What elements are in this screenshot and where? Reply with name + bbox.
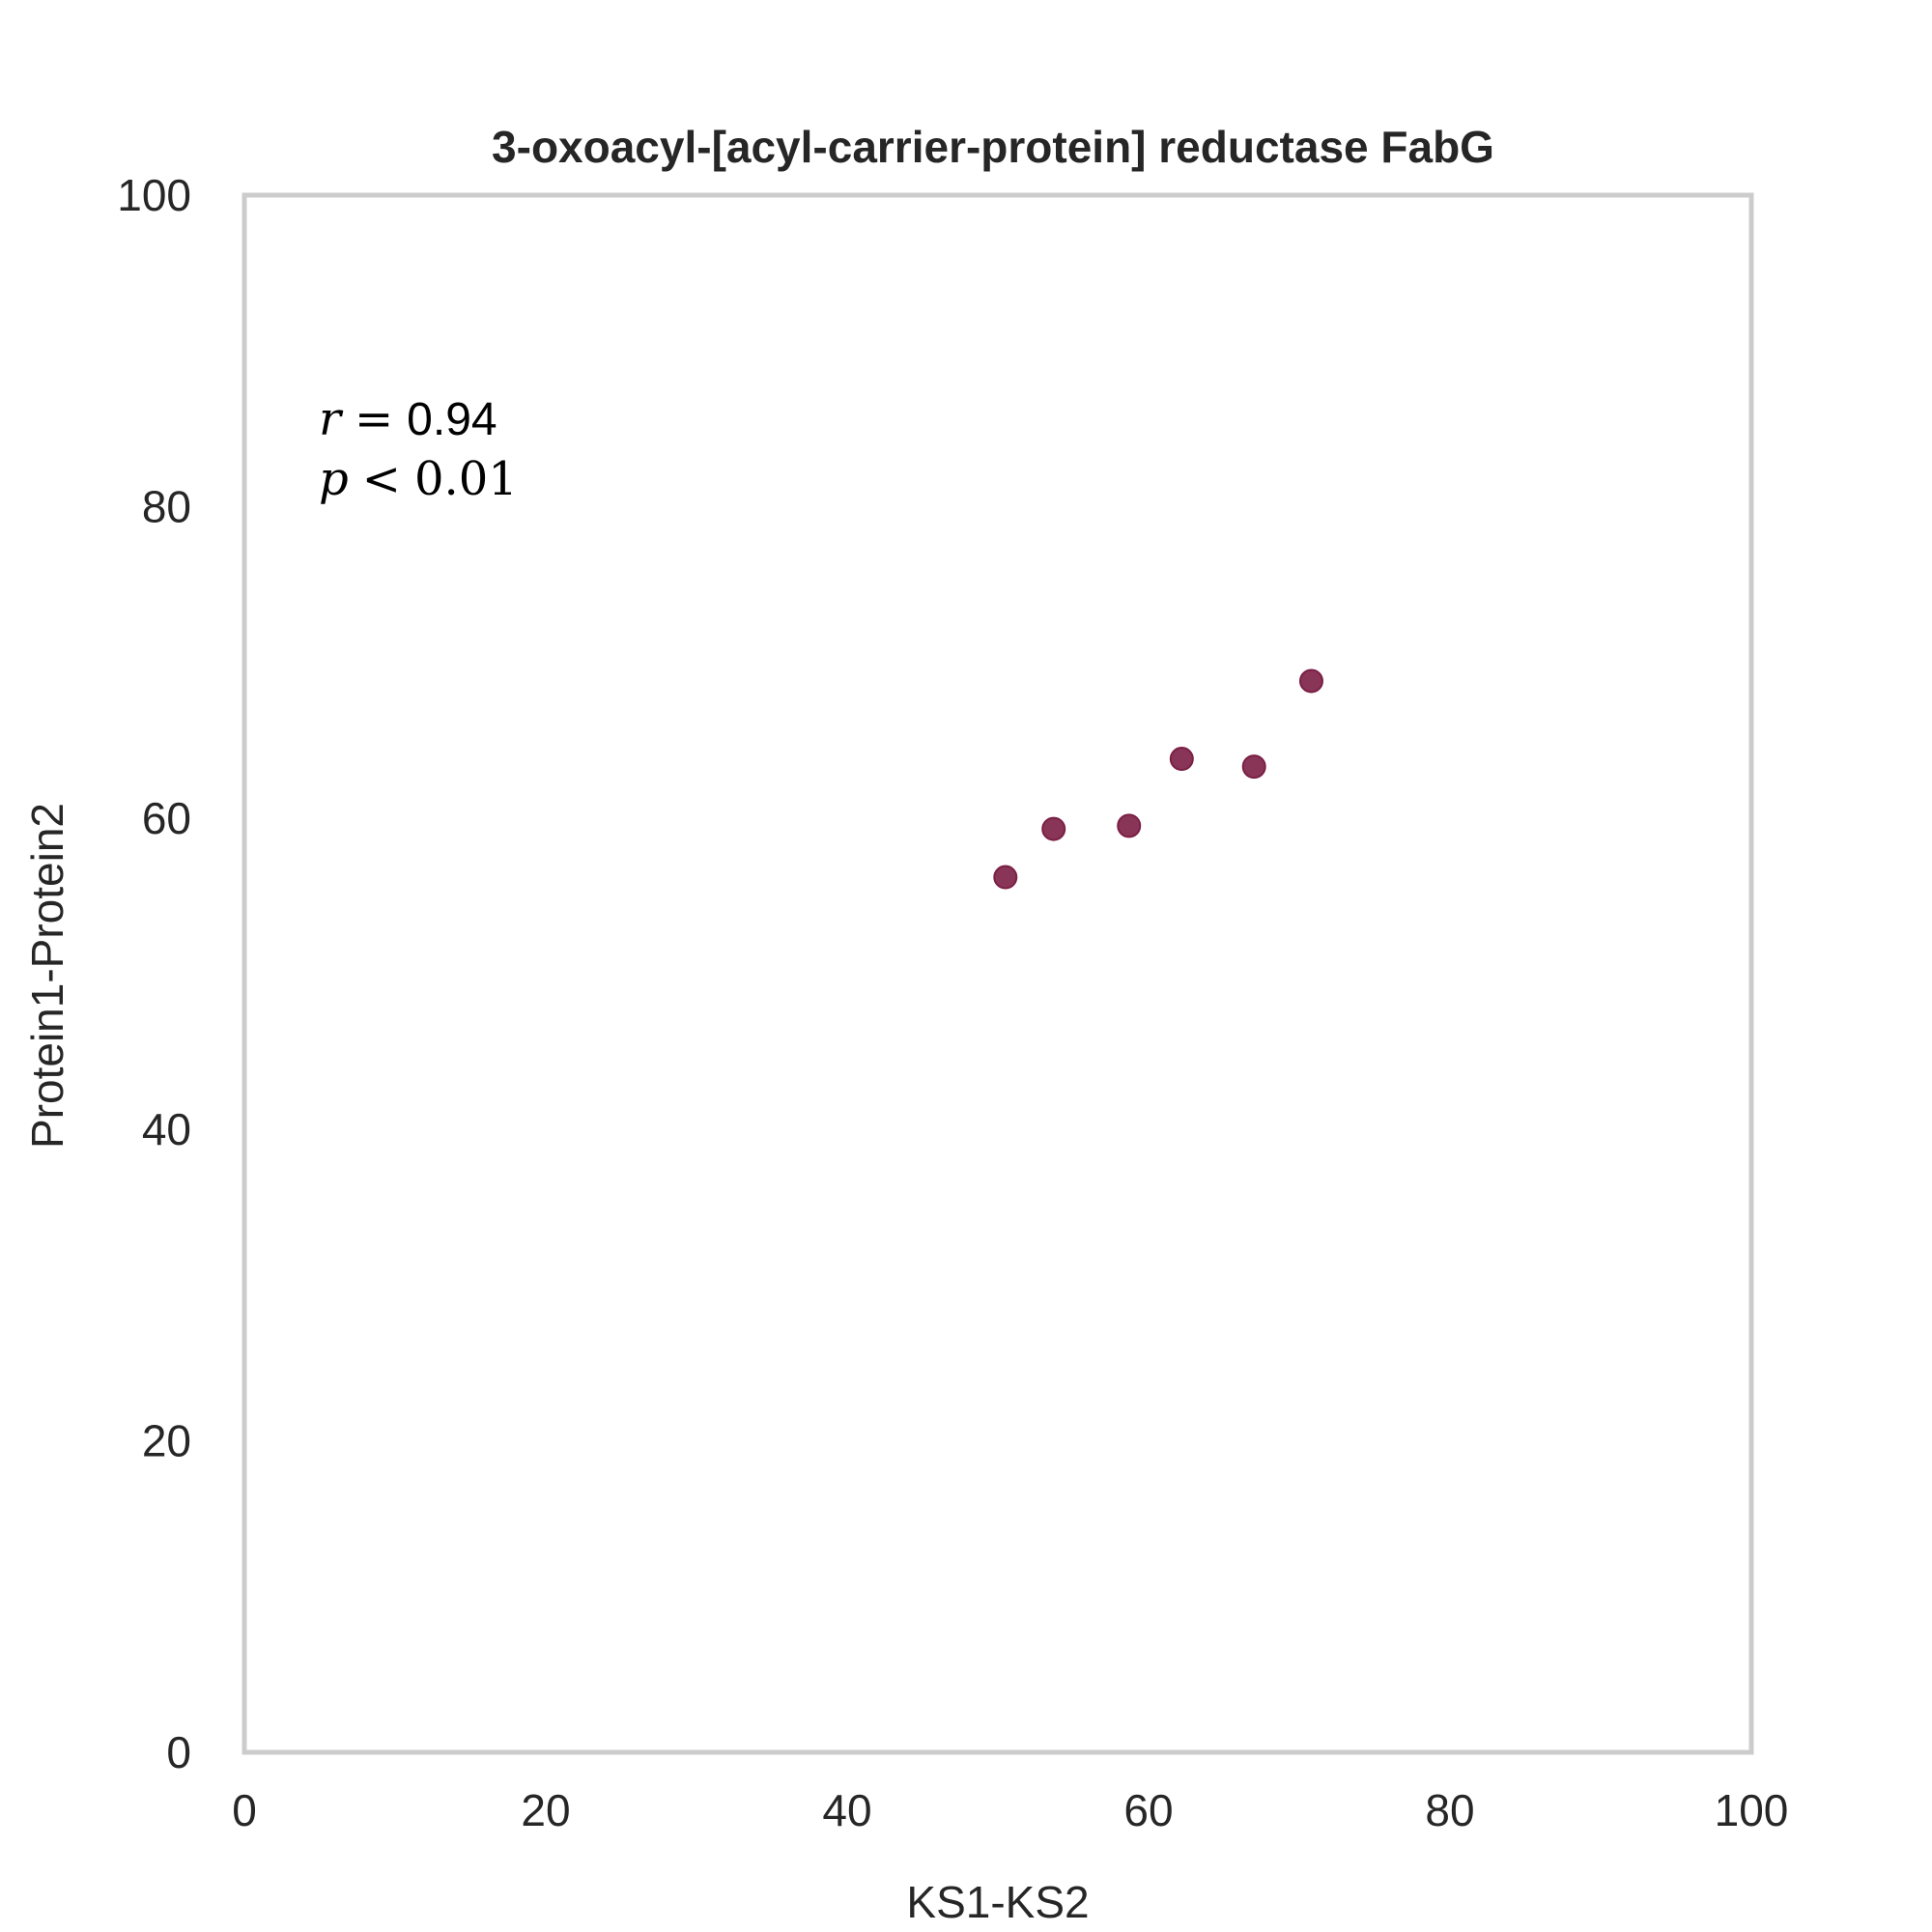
scatter-point [1298, 668, 1323, 694]
p-symbol: p [319, 452, 349, 506]
p-less-than: < [362, 452, 401, 506]
y-tick-label: 0 [166, 1727, 191, 1777]
x-tick-label: 60 [1123, 1785, 1173, 1835]
y-tick-label: 80 [142, 481, 191, 531]
scatter-point [1169, 747, 1194, 772]
svg-text:r = 0.94: r = 0.94 [319, 392, 497, 446]
x-axis-label: KS1-KS2 [906, 1877, 1089, 1927]
svg-text:p < 0.01: p < 0.01 [319, 452, 518, 506]
p-value: 0.01 [414, 452, 518, 506]
y-axis-label: Protein1-Protein2 [22, 803, 72, 1149]
x-tick-label: 80 [1425, 1785, 1474, 1835]
plot-frame [242, 192, 1754, 1755]
x-tick-label: 100 [1715, 1785, 1789, 1835]
scatter-point [1117, 813, 1142, 838]
scatter-point [993, 865, 1018, 890]
chart-title: 3-oxoacyl-[acyl-carrier-protein] reducta… [492, 122, 1494, 172]
y-tick-label: 100 [117, 170, 191, 220]
x-tick-label: 40 [822, 1785, 871, 1835]
r-symbol: r [319, 392, 344, 446]
scatter-point [1241, 754, 1266, 780]
y-tick-label: 40 [142, 1104, 191, 1154]
x-tick-label: 20 [521, 1785, 570, 1835]
y-axis-ticks: 0 20 40 60 80 100 [117, 170, 191, 1777]
correlation-annotation: r = 0.94 p < 0.01 [319, 392, 518, 506]
r-equals: = [355, 392, 393, 446]
scatter-point [1041, 816, 1066, 841]
y-tick-label: 60 [142, 793, 191, 843]
r-value: 0.94 [407, 394, 497, 445]
scatter-points [993, 668, 1323, 890]
y-tick-label: 20 [142, 1416, 191, 1466]
x-tick-label: 0 [232, 1785, 257, 1835]
x-axis-ticks: 0 20 40 60 80 100 [232, 1785, 1788, 1835]
